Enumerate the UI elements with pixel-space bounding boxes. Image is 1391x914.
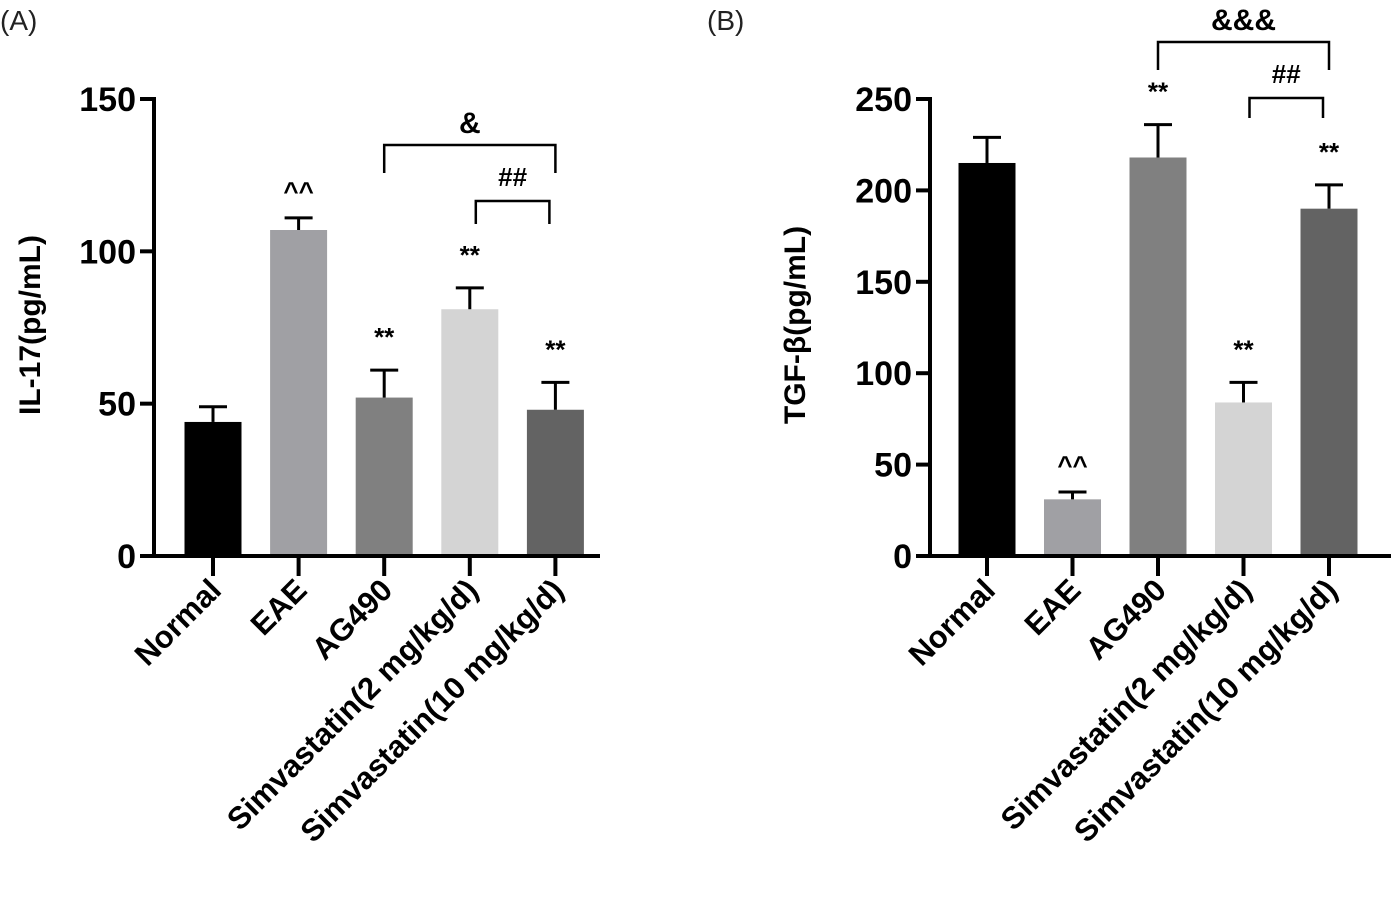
bar-4 <box>1300 208 1358 556</box>
y-tick-label: 100 <box>79 233 136 271</box>
significance-label: ** <box>1233 334 1254 364</box>
bar-1 <box>1044 499 1101 556</box>
x-tick-label: EAE <box>1018 572 1088 642</box>
bracket-label: &&& <box>1211 4 1276 37</box>
panel-label: (B) <box>707 5 744 36</box>
bar-3 <box>1215 402 1272 556</box>
y-tick-label: 50 <box>874 447 912 485</box>
significance-label: ^^ <box>1057 450 1087 480</box>
y-tick-label: 0 <box>893 538 912 576</box>
bracket-label: ## <box>1272 59 1301 89</box>
bar-3 <box>441 309 499 556</box>
bar-2 <box>1129 157 1187 556</box>
panel-label: (A) <box>0 5 37 36</box>
significance-label: ** <box>545 334 566 364</box>
y-tick-label: 150 <box>855 264 912 302</box>
x-tick-label: Normal <box>128 572 228 672</box>
y-tick-label: 100 <box>855 355 912 393</box>
significance-label: ** <box>460 240 481 270</box>
significance-label: ^^ <box>283 176 313 206</box>
panel-b-tgfb: (B) TGF-β(pg/mL) ^^ ** ** ** 0 50 100 150 200 250… <box>707 4 1391 849</box>
bar-0 <box>958 162 1016 557</box>
bracket-label: & <box>459 107 481 140</box>
comparison-bracket <box>1248 96 1325 118</box>
significance-label: ** <box>374 322 395 352</box>
panel-a-il17: (A) IL-17(pg/mL) ^^ ** ** ** 0 50 100 150 Normal… <box>0 5 600 849</box>
bar-1 <box>270 230 328 557</box>
y-tick-label: 250 <box>855 81 912 119</box>
x-tick-label: EAE <box>244 572 314 642</box>
comparison-bracket <box>382 143 557 173</box>
y-axis-title: TGF-β(pg/mL) <box>779 226 812 424</box>
y-tick-label: 200 <box>855 172 912 210</box>
bar-4 <box>526 409 584 556</box>
significance-label: ** <box>1319 137 1340 167</box>
bar-2 <box>355 397 413 556</box>
x-tick-label: Normal <box>902 572 1002 672</box>
significance-label: ** <box>1148 77 1169 107</box>
bracket-label: ## <box>498 162 527 192</box>
comparison-bracket <box>474 199 551 224</box>
y-tick-label: 150 <box>79 81 136 119</box>
bar-0 <box>184 421 242 556</box>
y-tick-label: 50 <box>98 386 136 424</box>
y-tick-label: 0 <box>117 538 136 576</box>
y-axis-title: IL-17(pg/mL) <box>14 235 47 415</box>
comparison-bracket <box>1156 40 1331 70</box>
